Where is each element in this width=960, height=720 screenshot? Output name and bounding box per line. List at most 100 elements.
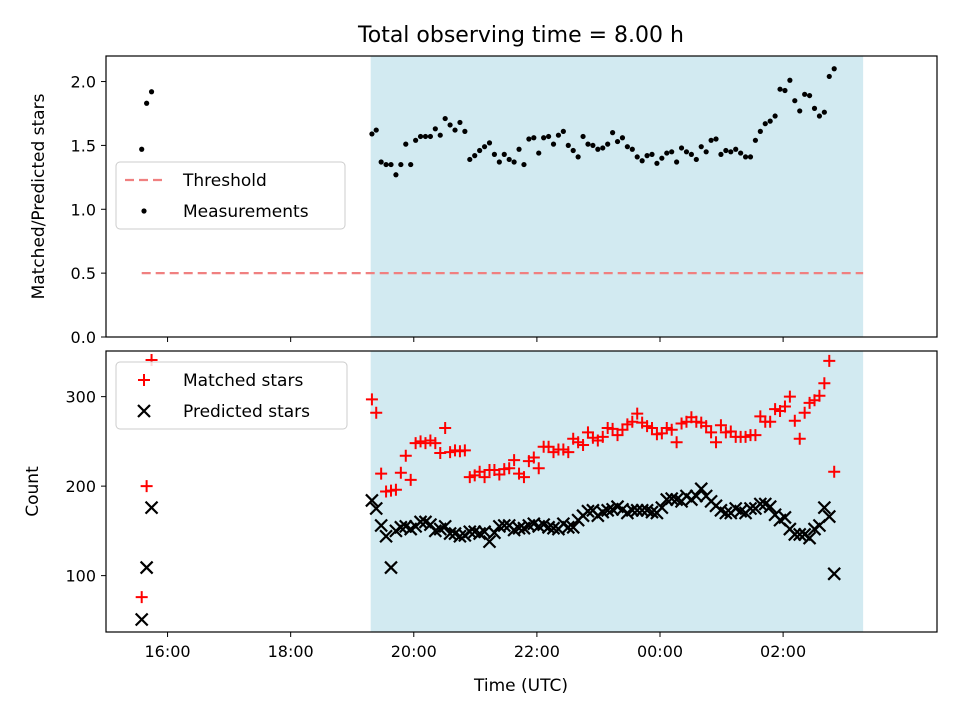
data-point	[669, 149, 675, 155]
data-point	[439, 421, 452, 434]
y-tick-label: 100	[65, 567, 96, 586]
data-point	[512, 521, 526, 535]
data-point	[437, 132, 443, 138]
legend: Threshold Measurements	[115, 161, 346, 230]
data-point	[595, 146, 601, 152]
data-point	[670, 436, 683, 449]
legend-marker-dot	[141, 208, 147, 214]
data-point	[140, 480, 153, 493]
data-point	[148, 89, 155, 95]
data-point	[694, 482, 709, 496]
data-point	[501, 151, 507, 157]
y-tick-label: 0.0	[71, 328, 96, 347]
data-point	[822, 509, 837, 524]
data-point	[560, 128, 566, 134]
data-point	[783, 390, 796, 403]
data-point	[659, 155, 665, 161]
x-tick-label: 16:00	[145, 642, 191, 661]
data-point	[546, 521, 561, 535]
data-point	[747, 154, 754, 160]
data-point	[683, 149, 690, 155]
data-point	[723, 147, 729, 154]
y-tick-label: 300	[65, 388, 96, 407]
data-point	[422, 133, 429, 140]
data-point	[816, 113, 823, 119]
legend-label: Matched stars	[183, 371, 303, 391]
data-point	[742, 154, 749, 160]
y-tick-label: 1.0	[71, 200, 96, 219]
data-point	[369, 501, 384, 516]
data-point	[811, 105, 818, 111]
data-point	[788, 527, 802, 542]
y-tick-label: 0.5	[71, 264, 96, 283]
data-point	[738, 150, 744, 156]
y-axis-label: Matched/Predicted stars	[29, 93, 49, 299]
data-point	[375, 467, 388, 480]
data-point	[590, 142, 596, 149]
data-point	[373, 127, 379, 133]
data-point	[596, 430, 609, 443]
data-point	[550, 141, 557, 147]
data-point	[585, 141, 591, 147]
data-point	[517, 471, 530, 484]
data-point	[823, 354, 836, 367]
data-point	[782, 87, 788, 94]
data-point	[705, 426, 718, 439]
data-point	[763, 499, 777, 514]
data-point	[813, 389, 826, 402]
data-point	[442, 115, 448, 122]
data-point	[404, 473, 417, 486]
data-point	[600, 503, 615, 518]
data-point	[565, 142, 571, 149]
data-point	[634, 154, 640, 160]
data-point	[508, 454, 521, 467]
data-point	[516, 146, 522, 152]
data-point	[447, 122, 453, 128]
legend-label: Threshold	[182, 171, 267, 191]
data-point	[708, 137, 714, 143]
series-measurements	[139, 66, 837, 178]
data-point	[753, 497, 768, 511]
data-point	[718, 151, 724, 157]
data-point	[772, 113, 778, 119]
data-point	[828, 465, 841, 478]
legend-marker-x	[137, 404, 151, 418]
data-point	[624, 144, 630, 150]
data-point	[135, 591, 148, 604]
data-point	[817, 500, 832, 515]
data-point	[394, 466, 407, 479]
data-point	[379, 529, 393, 544]
data-point	[719, 506, 733, 520]
x-tick-label: 00:00	[637, 642, 683, 661]
data-point	[545, 133, 552, 140]
data-point	[733, 146, 739, 152]
data-point	[764, 415, 777, 428]
data-point	[374, 518, 388, 533]
data-point	[555, 132, 562, 138]
data-point	[457, 119, 463, 126]
data-point	[818, 377, 831, 390]
data-point	[664, 150, 670, 156]
data-point	[767, 118, 773, 124]
data-point	[826, 73, 832, 80]
data-point	[664, 491, 679, 506]
data-point	[802, 531, 817, 545]
data-point	[429, 437, 442, 450]
data-point	[665, 423, 678, 436]
data-point	[399, 449, 412, 462]
observing-window-shade	[370, 351, 864, 632]
data-point	[678, 145, 685, 151]
data-point	[831, 66, 837, 72]
data-point	[561, 520, 576, 535]
data-point	[700, 420, 713, 433]
data-point	[562, 446, 575, 459]
data-point	[432, 126, 438, 132]
data-point	[827, 567, 841, 581]
data-point	[778, 400, 791, 413]
data-point	[787, 77, 793, 83]
data-point	[802, 91, 808, 97]
data-point	[511, 159, 517, 165]
data-point	[710, 436, 723, 449]
legend: Matched stars Predicted stars	[115, 361, 348, 430]
x-tick-label: 02:00	[760, 642, 806, 661]
